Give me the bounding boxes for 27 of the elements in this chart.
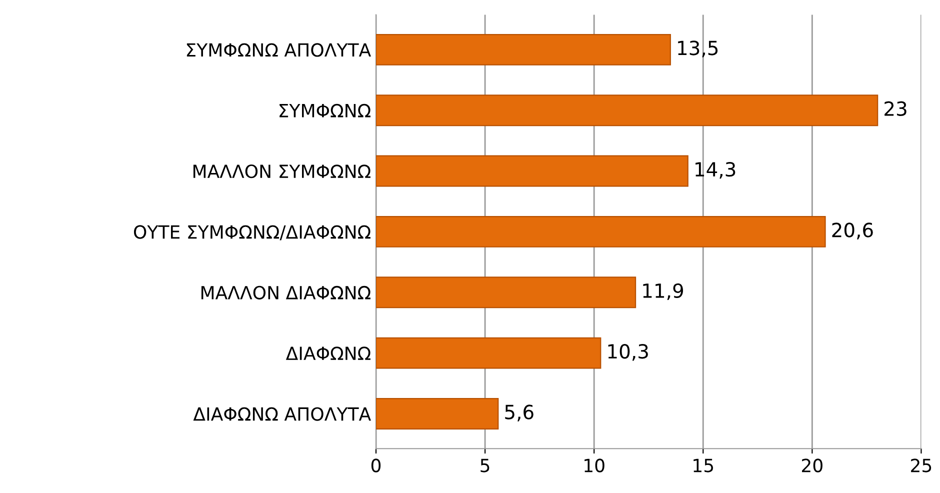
bar bbox=[376, 337, 602, 369]
x-tick-label: 10 bbox=[584, 458, 604, 472]
x-tick-label: 20 bbox=[802, 458, 822, 472]
bar bbox=[376, 216, 826, 248]
data-label: 5,6 bbox=[505, 404, 534, 422]
y-tick-label: ΟΥΤΕ ΣΥΜΦΩΝΩ/ΔΙΑΦΩΝΩ bbox=[134, 225, 370, 240]
bar bbox=[376, 155, 688, 187]
bar bbox=[376, 398, 499, 430]
y-tick-label: ΔΙΑΦΩΝΩ ΑΠΟΛΥΤΑ bbox=[193, 407, 371, 421]
y-tick-label: ΜΑΛΛΟΝ ΣΥΜΦΩΝΩ bbox=[193, 164, 370, 178]
y-tick-label: ΜΑΛΛΟΝ ΔΙΑΦΩΝΩ bbox=[201, 286, 370, 300]
x-tick-label: 0 bbox=[371, 458, 381, 472]
data-label: 13,5 bbox=[678, 40, 718, 58]
x-tick-label: 25 bbox=[911, 458, 932, 472]
x-tick-label: 5 bbox=[480, 458, 490, 472]
y-tick-label: ΣΥΜΦΩΝΩ ΑΠΟΛΥΤΑ bbox=[186, 43, 371, 57]
bar bbox=[376, 94, 878, 126]
data-label: 10,3 bbox=[608, 344, 648, 361]
x-tick-label: 15 bbox=[694, 458, 714, 472]
y-tick-label: ΣΥΜΦΩΝΩ bbox=[280, 104, 370, 118]
data-label: 14,3 bbox=[696, 162, 736, 179]
data-label: 23 bbox=[884, 101, 906, 116]
data-label: 11,9 bbox=[643, 283, 683, 300]
y-tick-label: ΔΙΑΦΩΝΩ bbox=[286, 346, 370, 360]
bar bbox=[376, 34, 671, 66]
bar bbox=[376, 276, 636, 308]
data-label: 20,6 bbox=[832, 222, 873, 240]
